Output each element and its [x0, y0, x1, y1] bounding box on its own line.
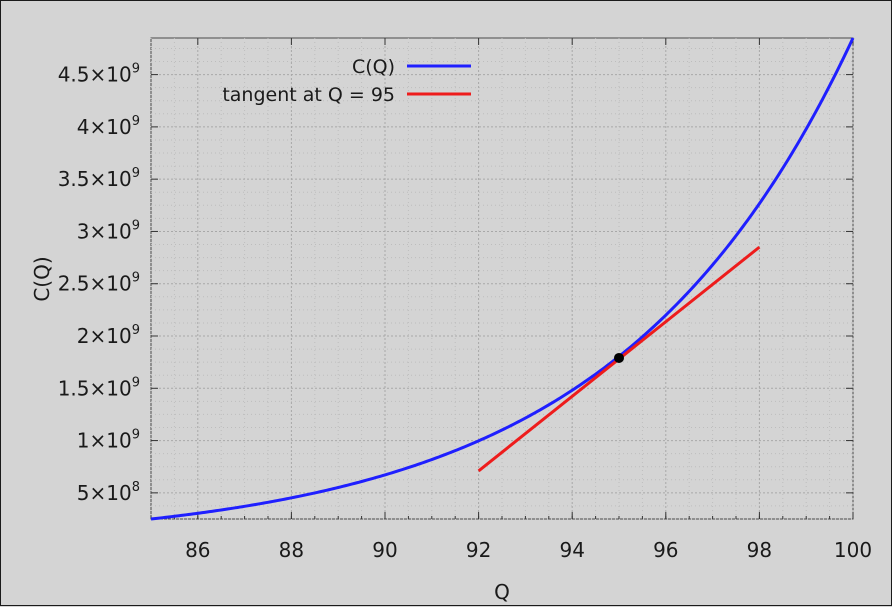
y-tick-label: 1.5×109 — [58, 375, 140, 400]
legend: C(Q) tangent at Q = 95 — [222, 56, 471, 106]
major-grid — [151, 38, 854, 519]
y-tick-label: 3.5×109 — [58, 166, 140, 191]
y-tick-label: 3×109 — [77, 218, 140, 243]
tangent-point-marker — [614, 352, 624, 363]
legend-label-tangent: tangent at Q = 95 — [222, 84, 395, 106]
x-axis-title: Q — [494, 580, 510, 604]
y-tick-label: 5×108 — [77, 480, 140, 505]
x-tick-label: 100 — [834, 538, 872, 562]
x-tick-label: 88 — [279, 538, 304, 562]
y-tick-label: 4×109 — [77, 114, 140, 139]
y-tick-label: 1×109 — [77, 428, 140, 453]
x-tick-label: 92 — [466, 538, 491, 562]
x-tick-label: 86 — [185, 538, 210, 562]
legend-label-c-q: C(Q) — [352, 56, 395, 78]
x-tick-label: 90 — [372, 538, 397, 562]
minor-grid — [150, 38, 853, 520]
y-tick-label: 2.5×109 — [58, 271, 140, 296]
x-tick-label: 96 — [653, 538, 678, 562]
x-tick-labels: 86 88 90 92 94 96 98 100 — [185, 538, 872, 562]
series-layer — [150, 37, 855, 521]
y-axis-title: C(Q) — [30, 256, 54, 301]
y-tick-label: 2×109 — [77, 323, 140, 348]
x-tick-label: 94 — [559, 538, 584, 562]
axis-ticks — [150, 38, 854, 519]
x-tick-label: 98 — [747, 538, 772, 562]
y-tick-label: 4.5×109 — [58, 62, 140, 87]
y-tick-labels: 5×108 1×109 1.5×109 2×109 2.5×109 3×109 3.5×10… — [58, 62, 140, 505]
series-line-c-q — [150, 37, 855, 521]
